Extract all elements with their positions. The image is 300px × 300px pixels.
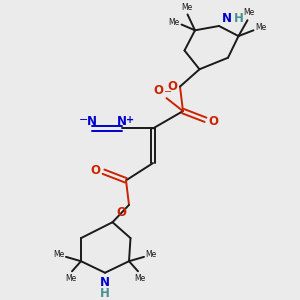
Text: O: O xyxy=(153,84,163,97)
Text: −: − xyxy=(164,87,172,97)
Text: O: O xyxy=(208,115,218,128)
Text: O: O xyxy=(168,80,178,93)
Text: −: − xyxy=(78,116,88,125)
Text: N: N xyxy=(116,115,127,128)
Text: Me: Me xyxy=(146,250,157,259)
Text: Me: Me xyxy=(181,2,192,11)
Text: O: O xyxy=(91,164,100,177)
Text: N: N xyxy=(100,276,110,289)
Text: Me: Me xyxy=(255,23,266,32)
Text: Me: Me xyxy=(168,18,179,27)
Text: +: + xyxy=(126,116,134,125)
Text: Me: Me xyxy=(243,8,255,17)
Text: O: O xyxy=(116,206,126,219)
Text: Me: Me xyxy=(134,274,145,283)
Text: H: H xyxy=(100,286,110,300)
Text: N: N xyxy=(221,11,231,25)
Text: Me: Me xyxy=(53,250,64,259)
Text: N: N xyxy=(86,115,97,128)
Text: H: H xyxy=(234,11,244,25)
Text: Me: Me xyxy=(65,274,76,283)
